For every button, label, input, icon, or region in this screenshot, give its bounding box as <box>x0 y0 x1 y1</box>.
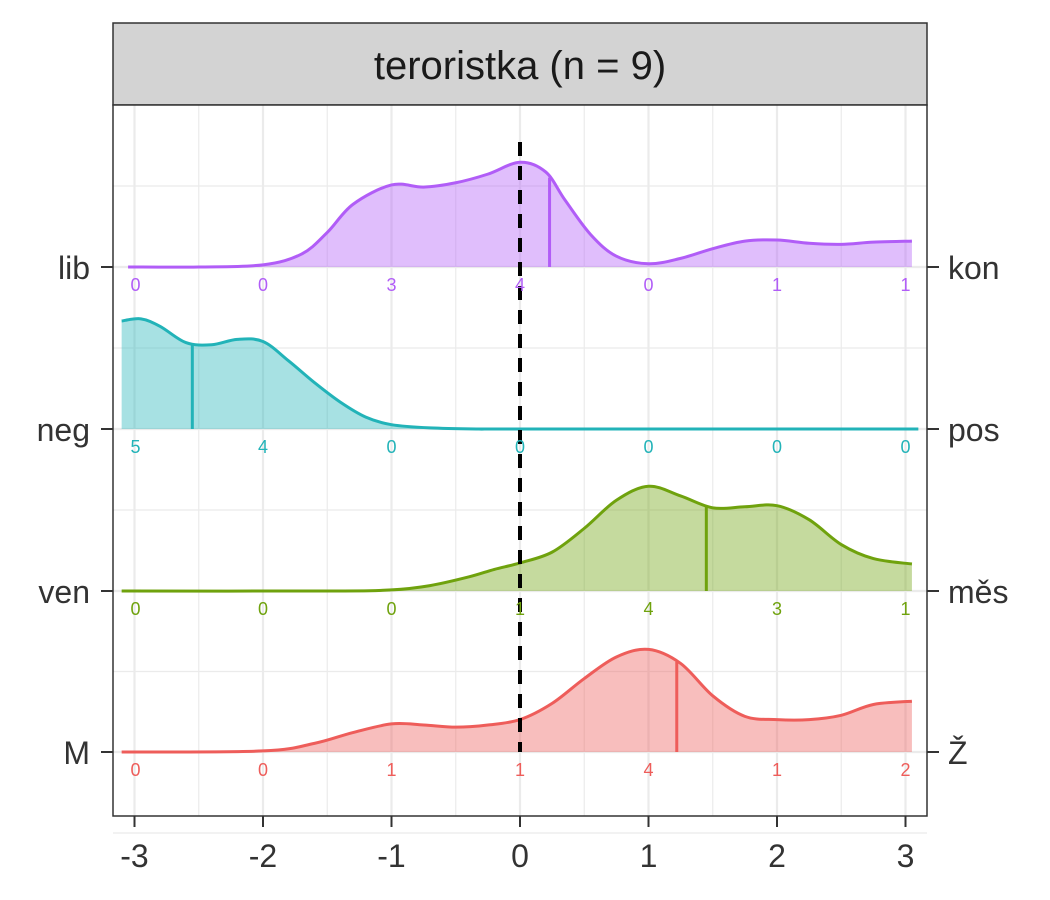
count-label-ven: 3 <box>772 599 782 619</box>
x-axis-tick-label: 1 <box>640 838 658 874</box>
y-axis-left-label: lib <box>58 250 90 286</box>
count-labels: 0 0 3 4 0 1 1 5 4 0 0 0 0 0 0 0 0 1 4 3 1 0 0 1 1 4 1 2 <box>130 275 910 780</box>
count-label-M: 1 <box>515 760 525 780</box>
count-label-lib: 1 <box>772 275 782 295</box>
x-axis-tick-label: -3 <box>120 838 148 874</box>
count-label-M: 4 <box>643 760 653 780</box>
facet-title: teroristka (n = 9) <box>374 44 666 88</box>
y-axis-left-label: M <box>63 735 90 771</box>
count-label-neg: 0 <box>386 437 396 457</box>
count-label-ven: 0 <box>258 599 268 619</box>
density-line-ven <box>121 484 913 593</box>
x-axis-tick-label: 3 <box>897 838 915 874</box>
x-axis-tick-label: 0 <box>511 838 529 874</box>
y-axis-right-label: měs <box>948 574 1008 610</box>
count-label-lib: 3 <box>386 275 396 295</box>
count-label-M: 2 <box>900 760 910 780</box>
ridge-neg <box>121 317 919 431</box>
count-label-M: 0 <box>258 760 268 780</box>
count-label-ven: 0 <box>386 599 396 619</box>
facet-strip <box>112 22 928 106</box>
count-label-ven: 0 <box>130 599 140 619</box>
count-label-neg: 5 <box>130 437 140 457</box>
density-line-lib <box>128 160 912 269</box>
x-axis-tick-label: -2 <box>249 838 277 874</box>
axes: lib kon neg pos ven měs M Ž -3 -2 -1 0 1 2 3 <box>37 250 1009 874</box>
density-line-M <box>121 647 913 754</box>
count-label-lib: 0 <box>130 275 140 295</box>
count-label-M: 1 <box>772 760 782 780</box>
y-axis-right-label: kon <box>948 250 1000 286</box>
y-axis-right-label: pos <box>948 412 1000 448</box>
count-label-M: 0 <box>130 760 140 780</box>
count-label-ven: 1 <box>900 599 910 619</box>
count-label-neg: 0 <box>772 437 782 457</box>
count-label-neg: 0 <box>643 437 653 457</box>
count-label-ven: 4 <box>643 599 653 619</box>
count-label-neg: 0 <box>900 437 910 457</box>
y-axis-left-label: ven <box>38 574 90 610</box>
count-label-neg: 4 <box>258 437 268 457</box>
count-label-lib: 0 <box>258 275 268 295</box>
y-axis-right-label: Ž <box>948 735 968 771</box>
count-label-lib: 1 <box>900 275 910 295</box>
x-axis-tick-label: -1 <box>377 838 405 874</box>
count-label-neg: 0 <box>515 437 525 457</box>
count-label-M: 1 <box>386 760 396 780</box>
count-label-lib: 0 <box>643 275 653 295</box>
y-axis-left-label: neg <box>37 412 90 448</box>
density-area-ven <box>391 486 912 591</box>
count-label-lib: 4 <box>515 275 525 295</box>
density-line-neg <box>121 317 919 431</box>
ridge-M <box>121 647 913 754</box>
x-axis-tick-label: 2 <box>768 838 786 874</box>
ridge-ven <box>121 484 913 593</box>
count-label-ven: 1 <box>515 599 525 619</box>
